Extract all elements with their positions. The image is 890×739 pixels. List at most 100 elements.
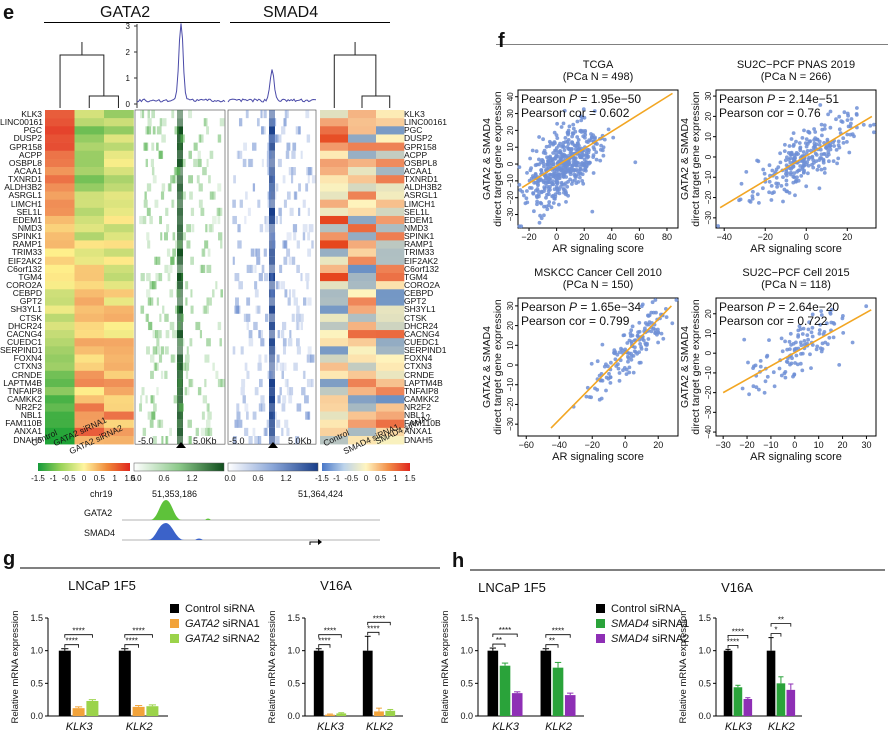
- signal-speck: [296, 264, 300, 273]
- signal-speck: [156, 142, 159, 151]
- signal-bar: [177, 403, 183, 412]
- y-tick-label: −20: [704, 190, 713, 204]
- scatter-point: [755, 158, 759, 163]
- scatter-point: [754, 385, 759, 390]
- heat-cell: [104, 346, 134, 355]
- y-tick-label: 10: [704, 132, 713, 141]
- signal-speck: [193, 158, 199, 168]
- heat-cell: [376, 297, 405, 306]
- scatter-point: [554, 154, 558, 159]
- signal-speck: [152, 330, 157, 339]
- smad4-scale-tick: 0.0: [224, 474, 236, 483]
- heat-cell: [104, 191, 134, 200]
- scatter-point: [559, 180, 564, 185]
- color-scales: -1.5 -1 -0.5 0 0.5 1 1.50.0 0.6 1.2 0.0 0.6 1.2 -1.5…: [31, 462, 416, 483]
- signal-bar: [269, 387, 275, 396]
- signal-speck: [161, 436, 164, 445]
- scatter-point: [580, 179, 585, 183]
- signal-speck: [245, 110, 249, 119]
- signal-speck: [146, 207, 151, 216]
- scatter-point: [800, 136, 805, 140]
- dendrogram-right: [333, 42, 391, 108]
- scatter-point: [564, 200, 568, 204]
- signal-speck: [172, 232, 176, 241]
- smad4-minor-peak: [195, 538, 203, 540]
- signal-speck: [197, 150, 201, 159]
- scatter-point: [661, 336, 666, 341]
- signal-speck: [270, 289, 274, 298]
- x-tick-label: −20: [758, 232, 773, 242]
- sig-bracket: [727, 644, 739, 649]
- scatter-point: [830, 307, 834, 312]
- heat-cell: [74, 330, 105, 339]
- heat-cell: [104, 240, 134, 249]
- signal-speck: [153, 362, 159, 371]
- scatter-0: TCGA(PCa N = 498)Pearson P = 1.95e−50Pea…: [481, 59, 679, 255]
- signal-speck: [296, 305, 300, 314]
- scatter-point: [549, 205, 554, 210]
- signal-bar: [177, 158, 183, 168]
- signal-speck: [279, 264, 283, 273]
- signal-speck: [296, 403, 302, 412]
- scatter-point: [539, 201, 544, 206]
- scatter-point: [597, 397, 602, 402]
- scatter-point: [564, 167, 569, 172]
- locus-chr: chr19: [90, 489, 113, 499]
- scatter-point: [551, 193, 556, 198]
- heat-cell: [348, 134, 377, 143]
- scatter-point: [586, 140, 590, 144]
- signal-speck: [272, 411, 277, 420]
- signal-speck: [254, 387, 259, 396]
- signal-speck: [206, 403, 211, 412]
- heat-cell: [348, 175, 377, 184]
- scatter-point: [624, 367, 629, 372]
- gene-label: NR2F2: [15, 402, 42, 413]
- y-axis-label: Relative mRNA expression: [267, 611, 278, 724]
- signal-speck: [264, 354, 268, 363]
- stat-cor: Pearson cor = 0.602: [521, 106, 630, 120]
- scatter-point: [802, 128, 806, 133]
- scatter-point: [798, 327, 803, 331]
- signal-speck: [263, 110, 267, 119]
- scatter-point: [797, 141, 802, 145]
- gene-label: CTSK: [19, 312, 42, 323]
- bar-chart-title: V16A: [721, 580, 753, 595]
- scatter-point: [757, 201, 761, 205]
- signal-speck: [178, 142, 182, 151]
- dendro-branch: [361, 95, 391, 108]
- signal-speck: [198, 199, 203, 208]
- signal-speck: [153, 403, 157, 412]
- gata2-minor-peak: [205, 518, 211, 520]
- sig-label: ****: [324, 627, 336, 636]
- scatter-point: [791, 180, 796, 185]
- signal-speck: [236, 150, 240, 159]
- gene-label: SPINK1: [404, 231, 435, 242]
- scatter-point: [872, 130, 876, 135]
- heat-cell: [74, 403, 105, 412]
- scatter-frame: [715, 297, 877, 437]
- scatter-point: [774, 167, 779, 172]
- heat-cell: [45, 158, 75, 168]
- gene-label: TXNRD1: [7, 174, 42, 185]
- signal-bar: [177, 297, 183, 306]
- gene-label: NBL1: [404, 410, 426, 421]
- signal-speck: [182, 338, 185, 347]
- heat-cell: [376, 436, 405, 445]
- scatter-point: [588, 160, 592, 165]
- scatter-point: [650, 300, 655, 305]
- scatter-point: [793, 193, 797, 198]
- scatter-point: [615, 352, 620, 357]
- scatter-point: [809, 330, 814, 335]
- signal-speck: [179, 403, 184, 412]
- heat-cell: [104, 199, 134, 209]
- signal-speck: [189, 191, 193, 200]
- scatter-title: TCGA: [583, 59, 614, 71]
- scatter-point: [817, 186, 822, 191]
- heat-cell: [74, 395, 105, 404]
- signal-speck: [150, 370, 154, 379]
- scatter-point: [831, 140, 835, 145]
- scatter-point: [837, 127, 842, 132]
- scatter-point: [532, 180, 536, 185]
- signal-speck: [147, 321, 153, 331]
- scatter-point: [757, 387, 761, 392]
